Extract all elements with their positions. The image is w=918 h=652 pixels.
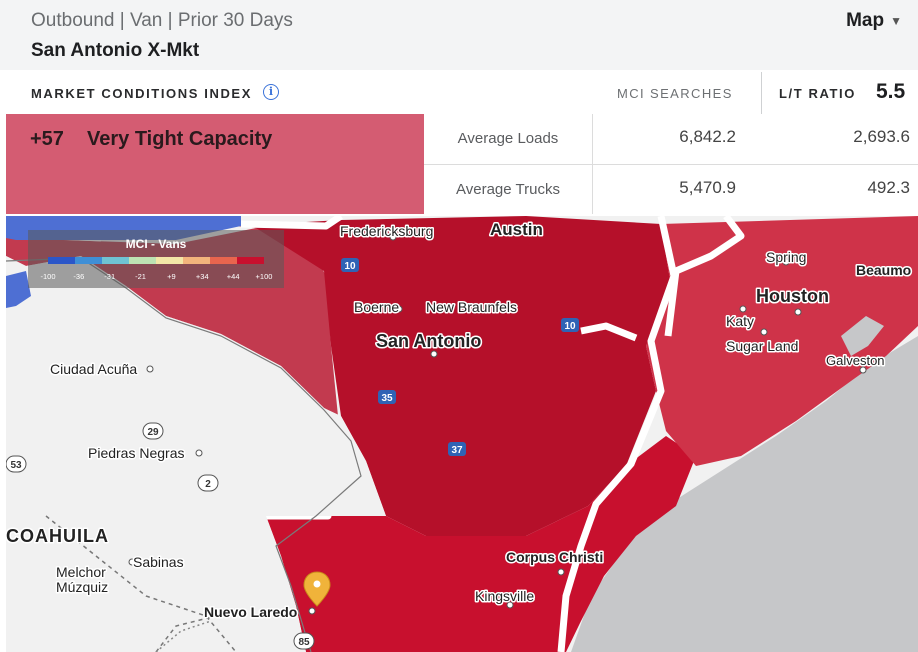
region-blue (6, 271, 31, 308)
city-label: Melchor (56, 564, 106, 580)
city-labels: Fredericksburg Austin Boerne New Braunfe… (6, 219, 913, 622)
lt-ratio-value: 5.5 (876, 80, 906, 103)
city-label: Corpus Christi (506, 549, 603, 565)
lane-subtitle: Outbound | Van | Prior 30 Days (31, 10, 293, 31)
region-label: COAHUILA (6, 526, 109, 546)
legend-swatch (75, 257, 102, 264)
info-icon[interactable]: i (263, 84, 279, 100)
interstate-10-shield: 10 (341, 258, 359, 272)
condition-badge: +57 Very Tight Capacity (6, 114, 424, 214)
galveston-bay (841, 316, 884, 356)
metrics-header-row: MARKET CONDITIONS INDEX i MCI SEARCHES L… (6, 72, 918, 115)
mx-route-shield: 29 (142, 422, 164, 440)
lt-ratio-cell: 2,693.6 (853, 127, 910, 146)
mci-condition: Very Tight Capacity (87, 128, 273, 150)
legend-tick-label: +44 (227, 272, 240, 281)
legend-ticks: -100 -36 -31 -21 +9 +34 +44 +100 (40, 272, 272, 281)
legend-swatch (156, 257, 183, 264)
location-pin-icon[interactable] (303, 571, 331, 607)
row-label: Average Trucks (456, 181, 560, 198)
mci-searches-label: MCI SEARCHES (617, 86, 733, 101)
interstate-35-shield: 35 (378, 390, 396, 404)
legend-tick-label: -31 (104, 272, 115, 281)
svg-text:37: 37 (451, 445, 463, 456)
svg-text:85: 85 (298, 637, 310, 648)
table-row: Average Loads 6,842.2 2,693.6 (424, 114, 918, 163)
interstate-37-shield: 37 (448, 442, 466, 456)
panel-header: Outbound | Van | Prior 30 Days San Anton… (0, 0, 918, 70)
legend-tick-label: -100 (40, 272, 55, 281)
legend-swatch (129, 257, 156, 264)
legend-swatch (237, 257, 264, 264)
city-label: Fredericksburg (340, 223, 433, 239)
city-label: Múzquiz (56, 579, 108, 595)
highway-shields: 10 10 35 37 29 2 53 85 (6, 258, 579, 650)
region-core (236, 216, 671, 536)
mci-searches-value: 6,842.2 (679, 127, 736, 146)
legend-swatch (48, 257, 75, 264)
city-markers (128, 233, 867, 615)
city-label: Sabinas (133, 554, 184, 570)
chevron-down-icon: ▼ (890, 14, 902, 28)
gulf-water (571, 336, 918, 652)
city-label: Piedras Negras (88, 445, 185, 461)
legend-tick-label: +34 (196, 272, 209, 281)
city-label: Houston (756, 286, 829, 306)
city-label: Katy (726, 313, 754, 329)
city-label: Beaumo (856, 262, 911, 278)
legend-svg: MCI - Vans -100 -36 -31 -21 +9 +34 +44 +100 (40, 237, 272, 281)
metrics-table: Average Loads 6,842.2 2,693.6 Average Tr… (424, 114, 918, 214)
legend-swatch (183, 257, 210, 264)
mx-route-shield: 2 (197, 474, 219, 492)
lt-ratio-cell: 492.3 (867, 178, 910, 197)
svg-text:10: 10 (344, 261, 356, 272)
svg-text:35: 35 (381, 393, 393, 404)
city-label: Sugar Land (726, 338, 798, 354)
region-houston (646, 216, 918, 466)
svg-text:2: 2 (205, 479, 211, 490)
map-legend: MCI - Vans -100 -36 -31 -21 +9 +34 +44 +100 (28, 230, 284, 288)
city-label: New Braunfels (426, 299, 517, 315)
legend-scale (48, 257, 264, 264)
svg-text:29: 29 (147, 427, 159, 438)
city-label: Austin (490, 220, 543, 239)
mx-route-shield: 53 (6, 455, 27, 473)
city-label: Spring (766, 249, 806, 265)
city-label: San Antonio (376, 331, 481, 351)
legend-swatch (102, 257, 129, 264)
view-selector-label: Map (846, 10, 885, 31)
row-label: Average Loads (457, 130, 559, 147)
svg-text:10: 10 (564, 321, 576, 332)
state-border-dashed (45, 515, 237, 652)
rio-grande-border (6, 257, 362, 652)
dotted-road (155, 620, 212, 652)
legend-tick-label: +9 (167, 272, 176, 281)
city-label: Boerne (354, 299, 399, 315)
legend-swatch (210, 257, 237, 264)
region-south (266, 436, 696, 652)
interstate-10-shield: 10 (561, 318, 579, 332)
market-name: San Antonio X-Mkt (31, 40, 200, 61)
city-label: Kingsville (475, 588, 534, 604)
mci-score: +57 (30, 128, 64, 150)
city-label: Ciudad Acuña (50, 361, 137, 377)
table-row: Average Trucks 5,470.9 492.3 (424, 164, 918, 214)
mci-title: MARKET CONDITIONS INDEX (31, 86, 252, 101)
mci-searches-value: 5,470.9 (679, 178, 736, 197)
state-border-dashed (155, 615, 217, 652)
legend-tick-label: +100 (256, 272, 273, 281)
city-label: Galveston (826, 353, 885, 368)
us-route-shield: 85 (293, 632, 315, 650)
city-label: Nuevo Laredo (204, 604, 297, 620)
legend-tick-label: -36 (73, 272, 84, 281)
legend-title: MCI - Vans (126, 237, 187, 251)
view-selector[interactable]: Map ▼ (846, 10, 902, 32)
legend-tick-label: -21 (135, 272, 146, 281)
svg-text:53: 53 (10, 460, 22, 471)
lt-ratio-label: L/T RATIO (779, 86, 856, 101)
